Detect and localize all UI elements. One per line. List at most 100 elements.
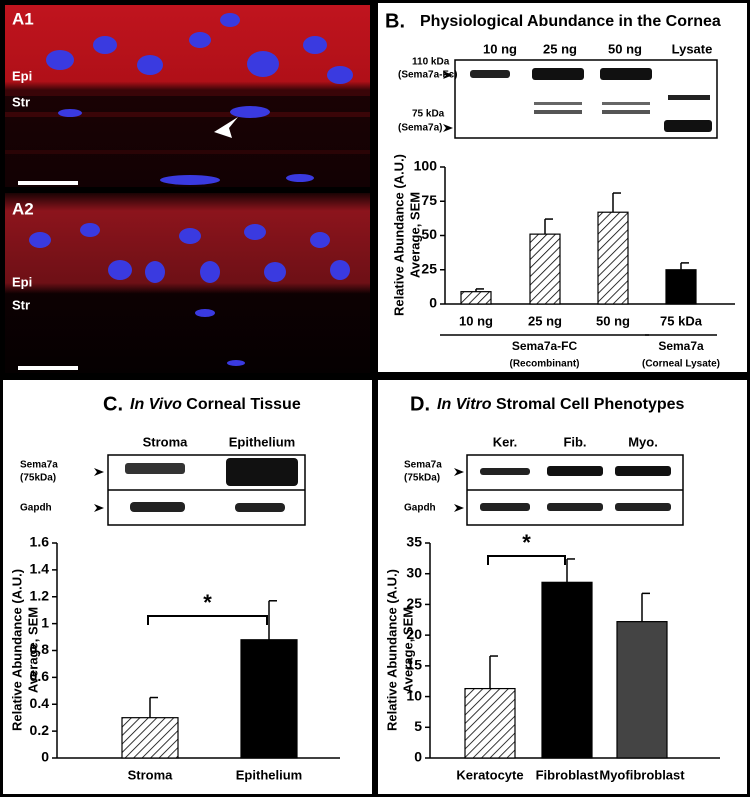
y-axis-label: Average, SEM [407,192,422,278]
x-tick-label: Myofibroblast [599,767,685,782]
significance-label: * [522,530,531,555]
lane-label: 25 ng [543,41,577,56]
bar [121,717,179,759]
panel-label: D. [410,393,430,415]
lane-label: Lysate [672,41,713,56]
arrow [94,468,104,476]
lane-label: Stroma [143,434,189,449]
bar [665,269,697,305]
lane-label: Fib. [563,434,586,449]
chart-title: In Vitro Stromal Cell Phenotypes [437,396,685,413]
panel-label: B. [385,10,405,32]
y-tick-label: 1.4 [30,561,50,577]
y-tick-label: 0.8 [30,641,50,657]
arrow [454,468,464,476]
y-tick-label: 10 [406,687,422,703]
layer-label: Str [12,297,30,312]
y-tick-label: 0 [414,749,422,765]
lane-label: 50 ng [608,41,642,56]
row-label: Sema7a [404,460,442,471]
western-blot [107,454,306,526]
western-blot [454,59,718,139]
x-tick-label: 10 ng [459,313,493,328]
y-axis-label: Relative Abundance (A.U.) [391,154,406,316]
y-tick-label: 5 [414,718,422,734]
x-tick-label: Stroma [128,767,174,782]
y-tick-label: 0.6 [30,668,50,684]
row-label: Sema7a [20,460,58,471]
y-tick-label: 0.2 [30,722,50,738]
y-tick-label: 25 [406,595,422,611]
group-note: (Recombinant) [510,359,580,370]
title-part: In Vivo [130,396,182,413]
arrow [454,504,464,512]
marker-label: (Sema7a-Fc) [398,70,457,81]
lane-label: Ker. [493,434,518,449]
layer-label: Epi [12,68,32,83]
micrograph-a1 [5,5,370,187]
panel-label: A2 [12,199,34,218]
x-tick-label: Epithelium [236,767,302,782]
y-tick-label: 50 [421,226,437,242]
x-tick-label: 25 ng [528,313,562,328]
row-label: Gapdh [404,503,436,514]
micrograph-a2 [5,193,370,373]
y-tick-label: 0 [41,749,49,765]
title-part: Corneal Tissue [182,396,301,413]
row-label: (75kDa) [20,473,56,484]
bar [460,291,492,305]
arrow [443,71,453,79]
arrow [443,124,453,132]
marker-label: 75 kDa [412,109,445,120]
lane-label: 10 ng [483,41,517,56]
chart-title: In Vivo Corneal Tissue [130,396,301,413]
lane-label: Myo. [628,434,658,449]
lane-label: Epithelium [229,434,295,449]
chart-title: Physiological Abundance in the Cornea [420,13,721,30]
group-note: (Corneal Lysate) [642,359,720,370]
panel-c [3,380,372,794]
y-tick-label: 25 [421,260,437,276]
row-label: Gapdh [20,503,52,514]
group-label: Sema7a-FC [512,339,578,353]
y-tick-label: 35 [406,534,422,550]
y-tick-label: 1.6 [30,534,50,550]
y-tick-label: 30 [406,564,422,580]
layer-label: Str [12,94,30,109]
y-axis-label: Average, SEM [400,607,415,693]
x-tick-label: 75 kDa [660,313,703,328]
y-tick-label: 75 [421,192,437,208]
panel-label: A1 [12,9,34,28]
y-tick-label: 20 [406,626,422,642]
bar [240,639,298,759]
title-part: In Vitro [437,396,492,413]
marker-label: (Sema7a) [398,123,442,134]
bar [464,687,516,759]
x-tick-label: 50 ng [596,313,630,328]
significance-bracket [487,555,566,565]
y-tick-label: 0 [429,295,437,311]
group-label: Sema7a [658,339,704,353]
y-tick-label: 15 [406,657,422,673]
y-axis-label: Average, SEM [25,607,40,693]
y-tick-label: 0.4 [30,695,50,711]
arrow [94,504,104,512]
significance-bracket [147,615,268,625]
significance-label: * [203,590,212,615]
y-axis-label: Relative Abundance (A.U.) [384,569,399,731]
y-tick-label: 1 [41,614,49,630]
y-tick-label: 100 [414,158,438,174]
bar [597,211,629,305]
western-blot [466,454,684,526]
title-part: Stromal Cell Phenotypes [492,396,685,413]
bar [541,581,593,759]
x-tick-label: Keratocyte [456,767,523,782]
layer-label: Epi [12,274,32,289]
x-tick-label: Fibroblast [536,767,600,782]
marker-label: 110 kDa [412,57,450,68]
bar [616,621,668,759]
panel-label: C. [103,393,123,415]
row-label: (75kDa) [404,473,440,484]
y-axis-label: Relative Abundance (A.U.) [9,569,24,731]
